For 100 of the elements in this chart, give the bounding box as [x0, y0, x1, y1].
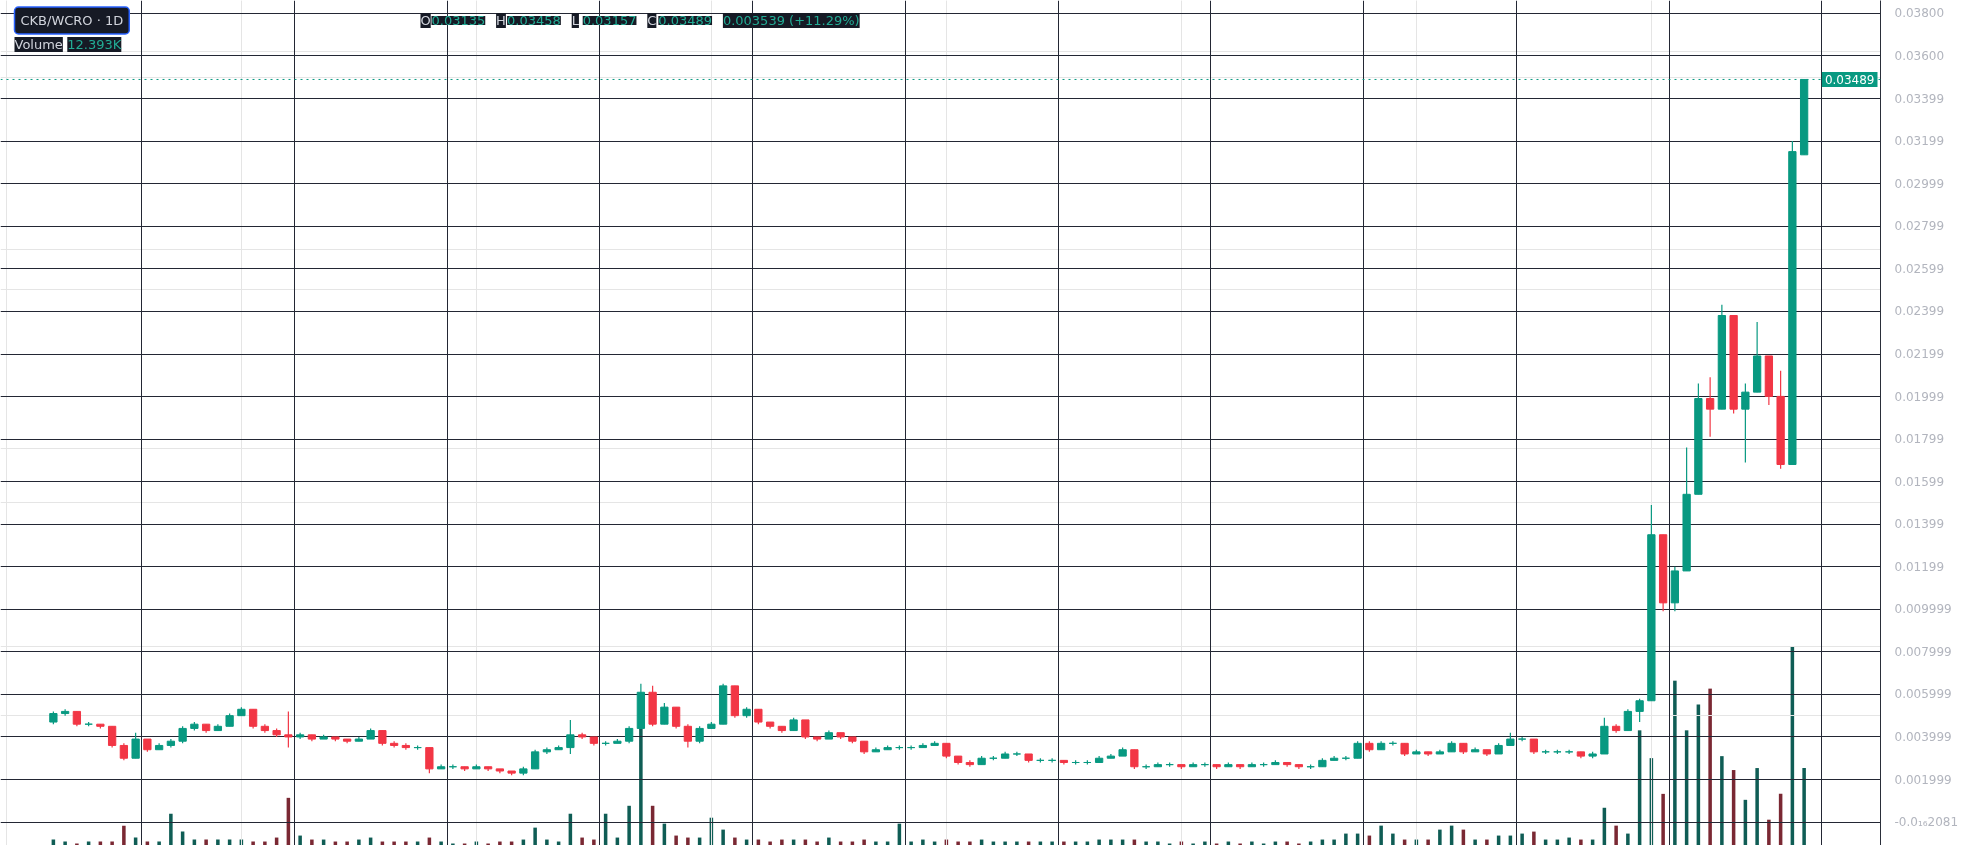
bar — [392, 841, 396, 845]
candlestick — [801, 719, 810, 740]
y-tick-label: 0.01999 — [1894, 389, 1945, 404]
annotation: 0.003539 (+11.29%) — [722, 13, 860, 28]
y-tick-label: 0.01199 — [1894, 559, 1945, 574]
annotation: C0.03489 — [647, 13, 713, 28]
bar — [63, 841, 67, 845]
y-tick-label: -0.0₁₆2081 — [1894, 815, 1959, 830]
bar — [1015, 841, 1019, 845]
bar — [627, 805, 631, 845]
candlestick — [389, 740, 399, 749]
bar — [874, 841, 878, 845]
bar — [1156, 841, 1160, 845]
bar — [592, 839, 596, 845]
candlestick — [1635, 698, 1644, 723]
bar — [815, 841, 819, 845]
bar — [1391, 833, 1395, 845]
bar — [310, 839, 314, 845]
y-tick-label: 0.03600 — [1894, 48, 1945, 63]
bar — [1567, 837, 1571, 845]
bar — [1767, 819, 1771, 845]
bar — [1485, 839, 1489, 845]
bar — [1250, 841, 1254, 845]
bar — [862, 839, 866, 845]
bar — [1802, 768, 1806, 845]
bar — [780, 839, 784, 845]
bar — [1438, 829, 1442, 845]
y-tick-label: 0.01799 — [1894, 432, 1945, 447]
candlestick — [1130, 749, 1139, 770]
bar — [1755, 768, 1759, 845]
bar — [733, 837, 737, 845]
y-tick-label: 0.02399 — [1894, 304, 1945, 319]
y-tick-label: 0.003999 — [1894, 729, 1952, 744]
y-tick-label: 0.02799 — [1894, 219, 1945, 234]
bar — [827, 837, 831, 845]
candlestick — [131, 732, 140, 759]
bar — [345, 841, 349, 845]
bar — [1050, 841, 1054, 845]
bar — [1426, 839, 1430, 845]
bar — [1285, 841, 1289, 845]
y-tick-label: 0.03800 — [1894, 6, 1945, 21]
bar — [968, 841, 972, 845]
candlestick — [1705, 376, 1715, 438]
bar — [1097, 839, 1101, 845]
bar — [1003, 841, 1007, 845]
y-tick-label: 0.03199 — [1894, 134, 1945, 149]
candlestick — [660, 702, 669, 725]
annotation: 12.393K — [67, 37, 122, 52]
candlestick — [1623, 708, 1633, 732]
y-tick-label: 0.007999 — [1894, 644, 1952, 659]
bar — [1579, 839, 1583, 845]
bar — [1661, 793, 1665, 845]
bar — [1614, 825, 1618, 845]
bar — [545, 839, 549, 845]
bar — [404, 841, 408, 845]
bar — [1344, 833, 1348, 845]
candlestick — [683, 723, 693, 749]
bar — [533, 827, 537, 845]
y-tick-label: 0.005999 — [1894, 687, 1952, 702]
bar — [110, 841, 114, 845]
bar — [1673, 680, 1677, 845]
y-tick-label: 0.02199 — [1894, 347, 1945, 362]
y-tick-label: 0.001999 — [1894, 772, 1952, 787]
candlestick — [284, 710, 293, 749]
y-tick-label: 0.02599 — [1894, 261, 1945, 276]
bar — [921, 839, 925, 845]
bar — [1473, 839, 1477, 845]
annotation: H0.03458 — [496, 13, 561, 28]
bar — [157, 841, 161, 845]
y-tick-label: 0.009999 — [1894, 602, 1952, 617]
ref-line-label: 0.03489 — [1824, 72, 1875, 87]
bar — [1708, 688, 1712, 845]
bar — [1626, 833, 1630, 845]
bar — [1062, 841, 1066, 845]
text: CKB/WCRO · 1D — [20, 13, 124, 28]
bar — [298, 835, 302, 845]
bar — [1332, 839, 1336, 845]
candlestick — [401, 742, 411, 751]
bar — [357, 839, 361, 845]
bar — [1532, 831, 1536, 845]
bar — [1520, 833, 1524, 845]
y-tick-label: 0.01399 — [1894, 517, 1945, 532]
bar — [674, 835, 678, 845]
candlestick — [530, 749, 540, 770]
bar — [956, 841, 960, 845]
candlestick — [248, 708, 258, 730]
y-tick-label: 0.02999 — [1894, 176, 1945, 191]
candlestick — [425, 746, 434, 774]
bar — [580, 837, 584, 845]
bar — [498, 841, 502, 845]
bar — [216, 839, 220, 845]
bar — [169, 813, 173, 845]
annotation: O0.03135 — [420, 13, 486, 28]
candlestick — [965, 759, 975, 768]
bar — [721, 829, 725, 845]
y-tick-label: 0.03399 — [1894, 91, 1945, 106]
bar — [1720, 756, 1724, 845]
bar — [1109, 839, 1113, 845]
candlestick — [60, 708, 70, 717]
candlestick — [107, 725, 117, 749]
